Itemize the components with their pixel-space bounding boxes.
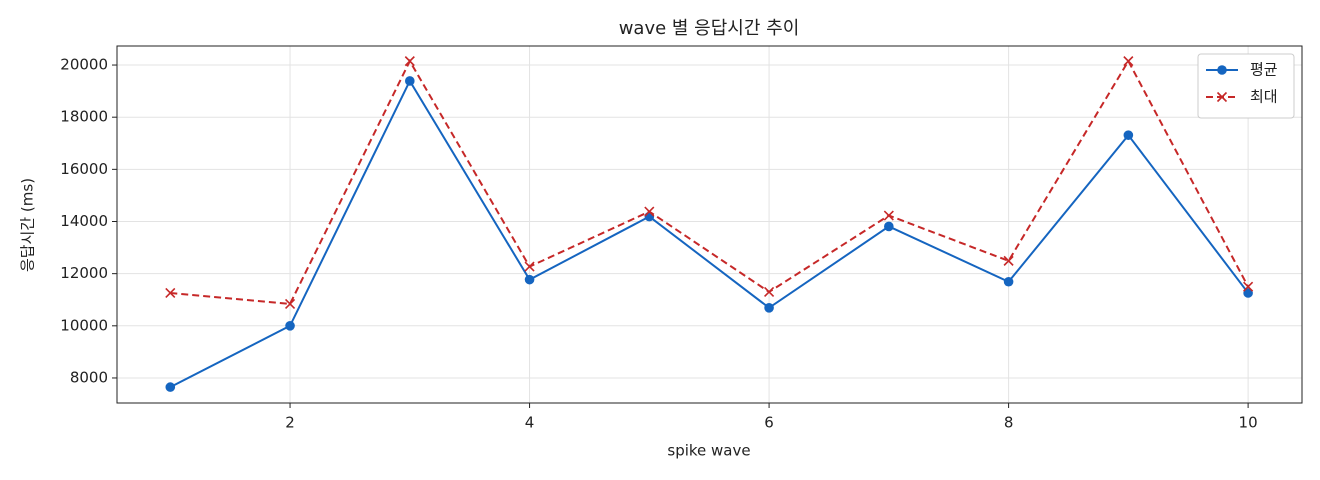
marker — [884, 221, 894, 232]
y-tick-label: 8000 — [70, 368, 108, 386]
marker — [1243, 288, 1253, 298]
marker — [1217, 65, 1227, 75]
x-tick-label: 8 — [1004, 414, 1014, 432]
marker — [524, 274, 535, 285]
marker — [1216, 91, 1228, 103]
marker — [1123, 130, 1134, 140]
marker — [764, 303, 774, 313]
marker — [165, 382, 176, 392]
y-tick-label: 12000 — [60, 264, 108, 282]
x-axis-label: spike wave — [667, 442, 750, 460]
marker — [285, 321, 295, 331]
marker — [883, 210, 894, 221]
marker — [284, 298, 296, 309]
y-tick-label: 20000 — [60, 56, 108, 74]
marker — [764, 286, 775, 297]
x-tick-label: 6 — [764, 414, 774, 432]
y-tick-label: 18000 — [60, 108, 108, 126]
x-tick-label: 10 — [1239, 414, 1258, 432]
legend-label: 최대 — [1250, 88, 1278, 106]
series-line — [170, 59, 1249, 305]
plot-frame — [116, 45, 1303, 404]
x-tick-label: 4 — [525, 414, 535, 432]
y-tick-label: 10000 — [60, 316, 108, 334]
chart-title: wave 별 응답시간 추이 — [619, 18, 800, 39]
marker — [405, 76, 415, 86]
y-tick-label: 14000 — [60, 212, 108, 230]
marker — [1003, 276, 1014, 287]
marker — [404, 56, 415, 67]
series-line — [169, 78, 1249, 388]
y-tick-label: 16000 — [60, 160, 108, 178]
legend-label: 평균 — [1250, 61, 1278, 79]
marker — [1003, 255, 1014, 266]
legend-box — [1197, 53, 1295, 119]
y-axis-label: 응답시간 (ms) — [19, 178, 37, 272]
marker — [165, 287, 176, 299]
marker — [1123, 56, 1134, 67]
marker — [524, 261, 535, 272]
marker — [1243, 281, 1254, 292]
x-tick-label: 2 — [285, 414, 295, 432]
marker — [644, 206, 655, 217]
